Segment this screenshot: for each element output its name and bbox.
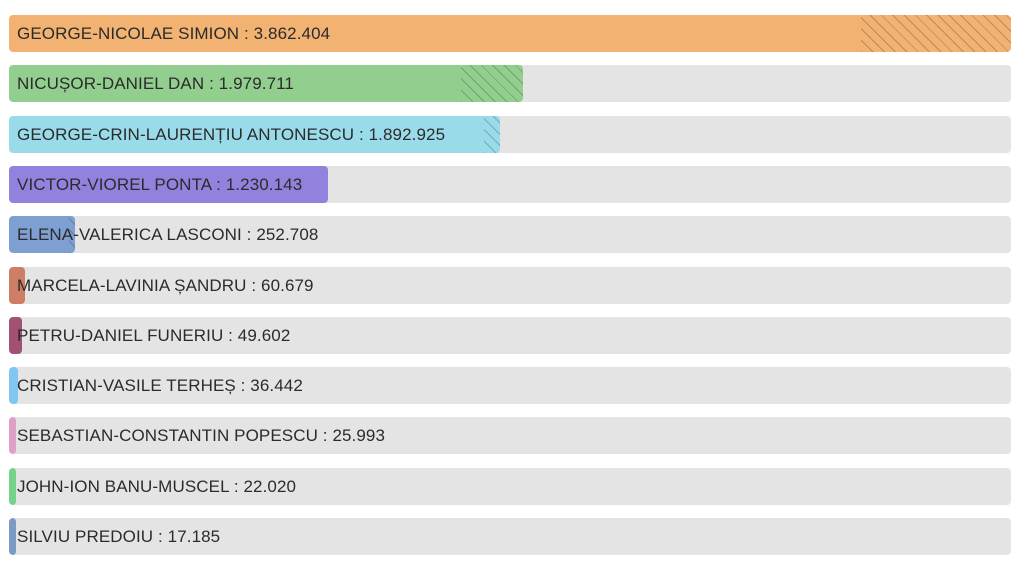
bar-label: ELENA-VALERICA LASCONI : 252.708 (17, 225, 319, 244)
bar-row: JOHN-ION BANU-MUSCEL : 22.020 (9, 468, 1011, 505)
bar-row: MARCELA-LAVINIA ȘANDRU : 60.679 (9, 267, 1011, 304)
bar (9, 65, 523, 102)
bar (9, 468, 16, 505)
bar-row: GEORGE-CRIN-LAURENȚIU ANTONESCU : 1.892.… (9, 116, 1011, 153)
bar-hatch-pattern (461, 65, 523, 102)
bar (9, 216, 75, 253)
bar-hatch-pattern (69, 216, 75, 253)
bar-label: PETRU-DANIEL FUNERIU : 49.602 (17, 326, 291, 345)
bar-label: NICUȘOR-DANIEL DAN : 1.979.711 (17, 74, 294, 93)
bar-label: SILVIU PREDOIU : 17.185 (17, 527, 221, 546)
bar-row: NICUȘOR-DANIEL DAN : 1.979.711 (9, 65, 1011, 102)
bar (9, 116, 500, 153)
bar-label: GEORGE-NICOLAE SIMION : 3.862.404 (17, 24, 331, 43)
bar-row: VICTOR-VIOREL PONTA : 1.230.143 (9, 166, 1011, 203)
bar-row: SILVIU PREDOIU : 17.185 (9, 518, 1011, 555)
bar-hatch-pattern (861, 15, 1011, 52)
bar (9, 317, 22, 354)
bar-row: PETRU-DANIEL FUNERIU : 49.602 (9, 317, 1011, 354)
bar-label: MARCELA-LAVINIA ȘANDRU : 60.679 (17, 276, 314, 295)
bar (9, 518, 16, 555)
bar-label: VICTOR-VIOREL PONTA : 1.230.143 (17, 175, 303, 194)
bar (9, 166, 328, 203)
bar-label: CRISTIAN-VASILE TERHEȘ : 36.442 (17, 376, 303, 395)
bar-row: CRISTIAN-VASILE TERHEȘ : 36.442 (9, 367, 1011, 404)
bar-label: SEBASTIAN-CONSTANTIN POPESCU : 25.993 (17, 426, 386, 445)
bar (9, 417, 16, 454)
bar (9, 367, 18, 404)
bar-hatch-pattern (484, 116, 500, 153)
bar-label: GEORGE-CRIN-LAURENȚIU ANTONESCU : 1.892.… (17, 125, 446, 144)
bar (9, 15, 1011, 52)
bar-row: GEORGE-NICOLAE SIMION : 3.862.404 (9, 15, 1011, 52)
bar-row: ELENA-VALERICA LASCONI : 252.708 (9, 216, 1011, 253)
bar (9, 267, 25, 304)
bar-row: SEBASTIAN-CONSTANTIN POPESCU : 25.993 (9, 417, 1011, 454)
bar-label: JOHN-ION BANU-MUSCEL : 22.020 (17, 477, 297, 496)
